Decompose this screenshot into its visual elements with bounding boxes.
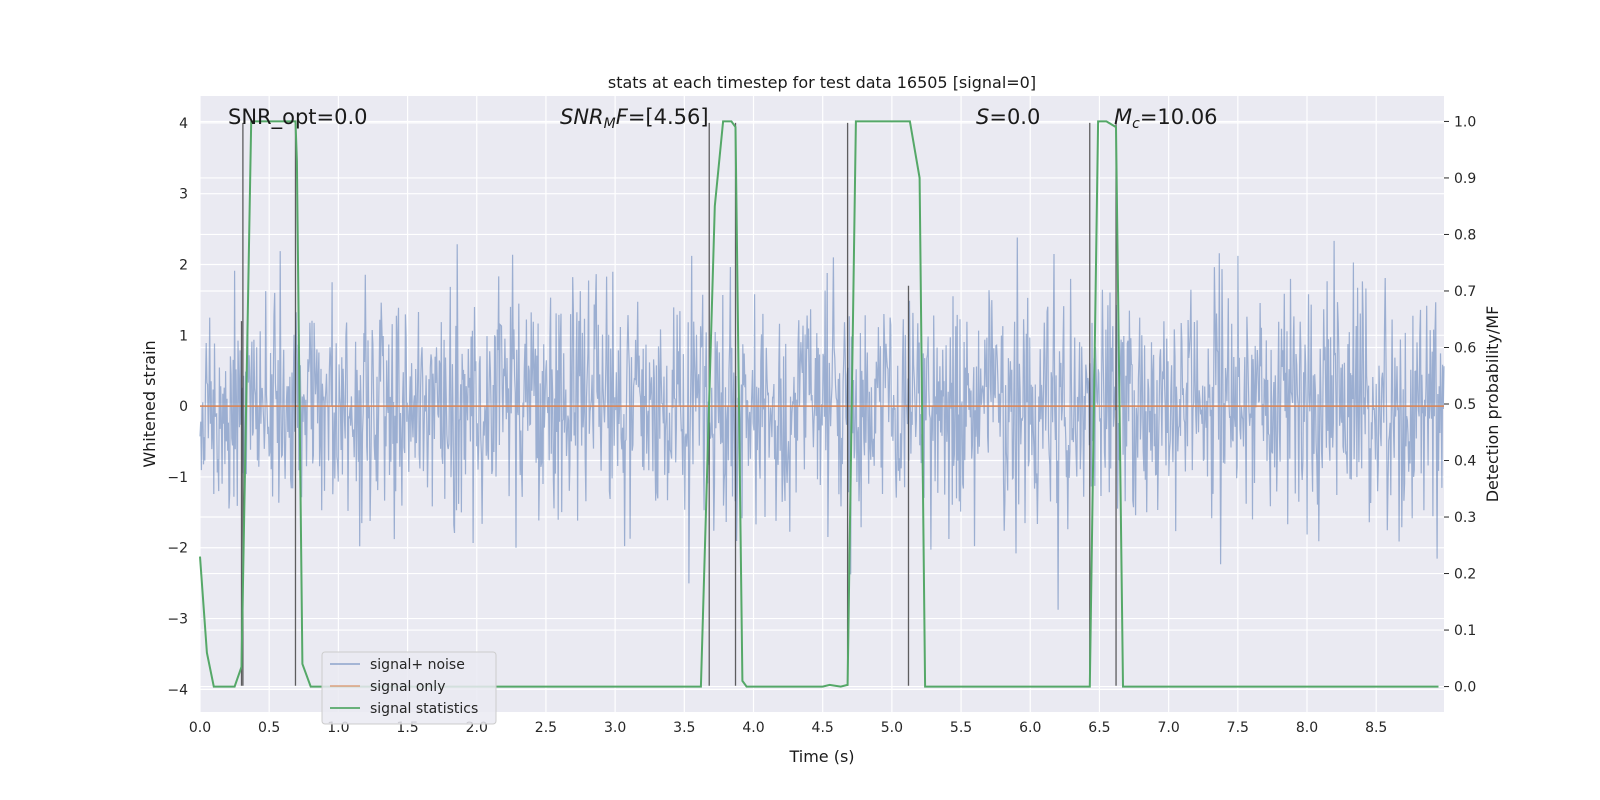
- annotation-snr-mf-italic: F: [616, 105, 629, 129]
- signal-statistics-line: [199, 120, 1439, 688]
- x-tick-label: 5.0: [881, 720, 903, 736]
- x-tick-label: 5.5: [950, 720, 972, 736]
- annotation-mc-value: =10.06: [1140, 105, 1218, 129]
- y-axis-label: Whitened strain: [140, 340, 159, 467]
- y2-tick-label: 0.1: [1454, 623, 1476, 639]
- x-tick-label: 3.0: [604, 720, 626, 736]
- y-tick-label: 0: [179, 399, 188, 415]
- annotation-mc: Mc=10.06: [1114, 105, 1218, 132]
- y-tick-label: 3: [179, 187, 188, 203]
- legend-box: [321, 651, 497, 725]
- y-tick-label: 1: [179, 328, 188, 344]
- annotation-s: S=0.0: [976, 105, 1040, 129]
- x-tick-label: 6.0: [1019, 720, 1041, 736]
- annotation-mc-sub: c: [1132, 116, 1140, 132]
- y2-tick-label: 0.9: [1454, 171, 1476, 187]
- annotations: SNR_opt=0.0 SNRMF=[4.56] S=0.0 Mc=10.06: [228, 105, 1218, 132]
- y-tick-label: −1: [167, 470, 188, 486]
- annotation-snr-mf-base: SNR: [560, 105, 604, 129]
- annotation-snr-mf: SNRMF=[4.56]: [560, 105, 709, 132]
- annotation-s-base: S: [976, 105, 989, 129]
- x-tick-label: 7.0: [1157, 720, 1179, 736]
- annotation-snr-opt: SNR_opt=0.0: [228, 105, 368, 130]
- y2-tick-label: 0.8: [1454, 227, 1476, 243]
- x-tick-label: 8.0: [1296, 720, 1318, 736]
- y2-tick-label: 0.2: [1454, 567, 1476, 583]
- x-tick-label: 0.5: [258, 720, 280, 736]
- chart-title: stats at each timestep for test data 165…: [608, 73, 1036, 92]
- legend-label-signal-statistics: signal statistics: [370, 701, 478, 717]
- legend-label-signal-only: signal only: [370, 679, 445, 695]
- y-tick-label: −3: [167, 612, 188, 628]
- y2-tick-label: 0.7: [1454, 284, 1476, 300]
- x-axis-label: Time (s): [788, 747, 854, 766]
- annotation-snr-mf-sub: M: [604, 116, 616, 132]
- y2-axis-label: Detection probability/MF: [1483, 306, 1502, 503]
- x-tick-label: 8.5: [1365, 720, 1387, 736]
- signal-statistics-series: [199, 120, 1439, 688]
- y-tick-label: −2: [167, 541, 188, 557]
- legend: signal+ noise signal only signal statist…: [321, 651, 497, 725]
- y2-tick-label: 0.4: [1454, 454, 1476, 470]
- x-tick-label: 6.5: [1088, 720, 1110, 736]
- x-tick-label: 4.0: [742, 720, 764, 736]
- x-tick-label: 7.5: [1227, 720, 1249, 736]
- y-tick-label: −4: [167, 682, 188, 698]
- x-tick-label: 0.0: [189, 720, 211, 736]
- annotation-mc-base: M: [1114, 105, 1132, 129]
- annotation-snr-mf-value: =[4.56]: [628, 105, 709, 129]
- x-tick-label: 2.5: [535, 720, 557, 736]
- x-tick-label: 4.5: [812, 720, 834, 736]
- y-tick-label: 4: [179, 116, 188, 132]
- x-tick-label: 3.5: [673, 720, 695, 736]
- y2-tick-label: 0.3: [1454, 510, 1476, 526]
- y-tick-label: 2: [179, 258, 188, 274]
- y2-tick-label: 1.0: [1454, 114, 1476, 130]
- annotation-s-value: =0.0: [989, 105, 1040, 129]
- legend-label-signal-noise: signal+ noise: [370, 657, 465, 673]
- y2-tick-label: 0.5: [1454, 397, 1476, 413]
- y2-tick-label: 0.0: [1454, 680, 1476, 696]
- y2-tick-label: 0.6: [1454, 340, 1476, 356]
